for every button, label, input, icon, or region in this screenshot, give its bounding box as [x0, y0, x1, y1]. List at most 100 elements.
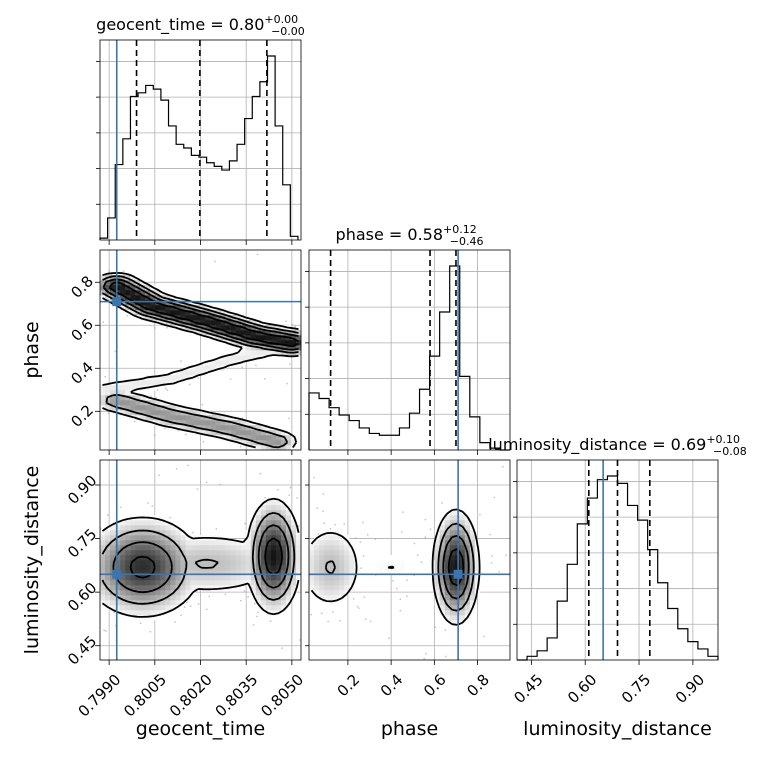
- density-cell: [175, 425, 181, 431]
- density-cell: [296, 330, 302, 336]
- density-cell: [265, 570, 272, 576]
- density-cell: [230, 320, 236, 326]
- density-cell: [240, 560, 246, 566]
- density-cell: [270, 560, 277, 566]
- density-cell: [205, 570, 211, 576]
- density-cell: [319, 575, 325, 581]
- density-cell: [110, 560, 116, 566]
- density-cell: [110, 395, 116, 401]
- density-cell: [120, 525, 126, 531]
- density-cell: [170, 600, 176, 606]
- density-cell: [474, 565, 481, 571]
- x-tick-label: 0.8: [463, 671, 493, 701]
- density-cell: [230, 580, 236, 586]
- density-cell: [100, 385, 106, 391]
- density-cell: [100, 600, 106, 606]
- scatter-point: [205, 481, 208, 484]
- density-cell: [140, 400, 146, 406]
- density-cell: [339, 565, 345, 571]
- density-cell: [265, 445, 272, 451]
- density-cell: [449, 620, 455, 626]
- y-axis-label: phase: [21, 321, 43, 378]
- density-cell: [155, 420, 161, 426]
- density-cell: [120, 605, 126, 611]
- density-cell: [135, 610, 141, 616]
- x-tick-label: 0.8005: [120, 671, 170, 721]
- scatter-point: [352, 598, 355, 600]
- density-cell: [285, 515, 292, 521]
- density-cell: [344, 545, 350, 551]
- density-cell: [314, 555, 320, 561]
- density-cell: [175, 320, 181, 326]
- density-cell: [230, 355, 236, 361]
- density-cell: [230, 340, 236, 346]
- density-cell: [210, 550, 216, 556]
- title-sub: −0.00: [271, 25, 305, 38]
- density-cell: [270, 435, 277, 441]
- density-cell: [255, 520, 262, 526]
- density-cell: [210, 560, 216, 566]
- density-cell: [444, 560, 450, 566]
- contour-level: [102, 278, 299, 351]
- density-cell: [210, 320, 216, 326]
- density-cell: [145, 610, 151, 616]
- density-cell: [205, 305, 211, 311]
- density-cell: [100, 590, 106, 596]
- density-cell: [120, 520, 126, 526]
- density-cell: [439, 565, 445, 571]
- scatter-point: [362, 555, 365, 557]
- density-cell: [245, 350, 251, 356]
- scatter-point: [327, 620, 330, 623]
- density-cell: [220, 330, 226, 336]
- density-cell: [155, 405, 161, 411]
- density-cell: [195, 560, 201, 566]
- density-cell: [120, 600, 126, 606]
- density-cell: [150, 530, 156, 536]
- density-cell: [115, 530, 121, 536]
- density-cell: [309, 580, 315, 586]
- density-cell: [324, 535, 330, 541]
- density-cell: [165, 590, 171, 596]
- density-cell: [130, 280, 136, 286]
- density-cell: [155, 550, 161, 556]
- scatter-point: [322, 493, 325, 495]
- density-cell: [200, 420, 206, 426]
- density-cell: [120, 590, 126, 596]
- density-cell: [384, 570, 390, 576]
- density-cell: [444, 600, 450, 606]
- density-cell: [140, 580, 146, 586]
- density-cell: [339, 540, 345, 546]
- density-cell: [145, 530, 151, 536]
- density-cell: [195, 585, 201, 591]
- density-cell: [240, 545, 246, 551]
- density-cell: [135, 545, 141, 551]
- density-cell: [135, 550, 141, 556]
- density-cell: [379, 560, 385, 566]
- scatter-point: [310, 613, 313, 616]
- density-cell: [349, 570, 355, 576]
- density-cell: [135, 395, 141, 401]
- density-cell: [240, 420, 246, 426]
- density-cell: [324, 585, 330, 591]
- density-cell: [135, 405, 141, 411]
- density-cell: [160, 595, 166, 601]
- density-cell: [220, 555, 226, 561]
- density-cell: [469, 560, 476, 566]
- density-cell: [250, 580, 257, 586]
- density-cell: [459, 600, 466, 606]
- density-cell: [115, 590, 121, 596]
- density-cell: [260, 595, 267, 601]
- density-cell: [349, 555, 355, 561]
- density-cell: [195, 565, 201, 571]
- density-cell: [280, 350, 287, 356]
- density-cell: [319, 555, 325, 561]
- density-cell: [110, 605, 116, 611]
- scatter-point: [108, 269, 111, 272]
- density-cell: [324, 545, 330, 551]
- density-cell: [439, 605, 445, 611]
- density-cell: [230, 575, 236, 581]
- density-cell: [105, 285, 111, 291]
- density-cell: [135, 530, 141, 536]
- scatter-point: [107, 412, 110, 414]
- density-cell: [245, 355, 251, 361]
